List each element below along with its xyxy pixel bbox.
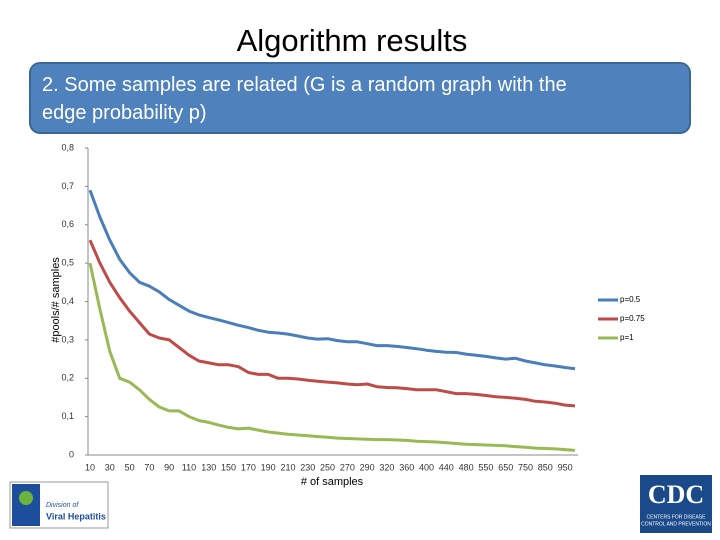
y-tick-label: 0,7 <box>61 181 74 191</box>
y-tick-label: 0,5 <box>61 258 74 268</box>
y-tick-label: 0,1 <box>61 411 74 421</box>
x-tick-label: 480 <box>459 462 474 472</box>
banner <box>29 62 691 134</box>
x-tick-label: 320 <box>379 462 394 472</box>
y-tick-label: 0,6 <box>61 219 74 229</box>
x-axis-label: # of samples <box>301 476 364 488</box>
x-tick-label: 230 <box>300 462 315 472</box>
x-tick-label: 210 <box>280 462 295 472</box>
logo-frame <box>640 475 712 533</box>
x-tick-label: 90 <box>164 462 174 472</box>
y-tick-label: 0,3 <box>61 334 74 344</box>
y-tick-label: 0,8 <box>61 142 74 152</box>
x-tick-label: 170 <box>241 462 256 472</box>
chart: 0 0,1 0,2 0,3 0,4 0,5 0,6 0,7 0,8 10 30 50 70 90 110 13… <box>50 142 645 488</box>
x-tick-label: 50 <box>125 462 135 472</box>
y-tick-label: 0 <box>69 449 74 459</box>
x-tick-label: 290 <box>360 462 375 472</box>
x-tick-label: 360 <box>399 462 414 472</box>
legend-label: p=1 <box>620 333 634 342</box>
legend-label: p=0.75 <box>620 314 645 323</box>
logo-left: Division of Viral Hepatitis <box>9 481 109 529</box>
x-tick-label: 550 <box>478 462 493 472</box>
y-axis-label: #pools/# samples <box>50 257 62 343</box>
x-tick-label: 750 <box>518 462 533 472</box>
logo-text: Viral Hepatitis <box>46 511 106 521</box>
logo-text: CONTROL AND PREVENTION <box>641 521 711 527</box>
x-tick-label: 270 <box>340 462 355 472</box>
banner-text: 2. Some samples are related (G is a rand… <box>42 74 567 124</box>
legend-label: p=0.5 <box>620 295 641 304</box>
banner-line: 2. Some samples are related (G is a rand… <box>42 74 567 96</box>
logo-icon <box>19 491 33 505</box>
series-line <box>88 189 576 371</box>
slide-title: Algorithm results <box>237 23 468 58</box>
series-line <box>88 262 576 452</box>
x-tick-label: 130 <box>201 462 216 472</box>
y-tick-label: 0,4 <box>61 296 74 306</box>
x-tick-label: 650 <box>498 462 513 472</box>
x-tick-label: 190 <box>261 462 276 472</box>
logo-right: CDC CENTERS FOR DISEASE CONTROL AND PREV… <box>640 475 712 533</box>
x-tick-label: 10 <box>85 462 95 472</box>
x-tick-label: 250 <box>320 462 335 472</box>
logo-text: CENTERS FOR DISEASE <box>647 514 707 520</box>
x-tick-label: 150 <box>221 462 236 472</box>
logo-text: CDC <box>648 480 704 509</box>
x-tick-label: 950 <box>558 462 573 472</box>
y-tick-label: 0,2 <box>61 373 74 383</box>
logo-text: Division of <box>46 502 79 509</box>
series-line <box>88 239 576 408</box>
x-tick-label: 850 <box>538 462 553 472</box>
x-tick-label: 30 <box>105 462 115 472</box>
x-tick-label: 110 <box>182 462 196 472</box>
banner-line: edge probability p) <box>42 102 207 124</box>
x-tick-label: 440 <box>439 462 454 472</box>
x-tick-label: 70 <box>144 462 154 472</box>
x-tick-label: 400 <box>419 462 434 472</box>
